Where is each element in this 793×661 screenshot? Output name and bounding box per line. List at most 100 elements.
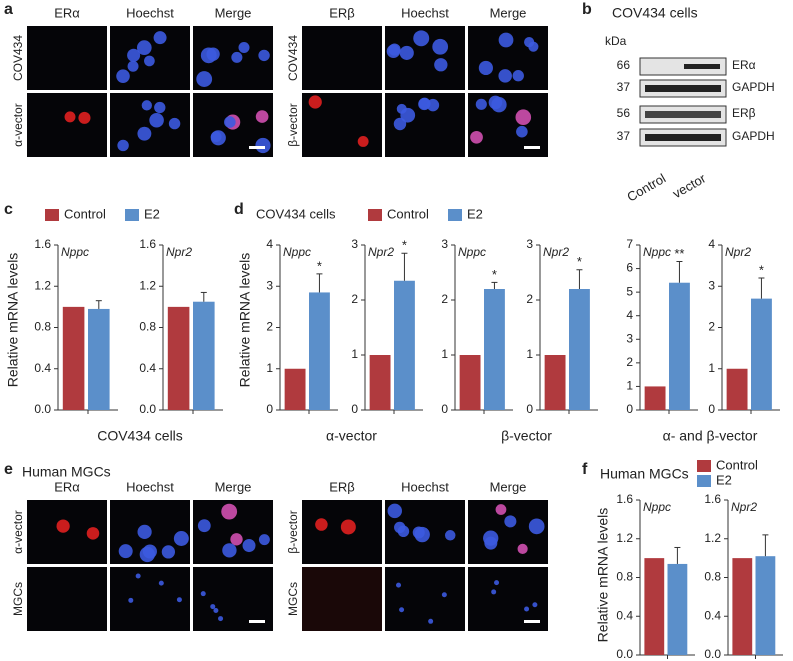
nucleus — [127, 48, 141, 62]
panel-title: Human MGCs — [22, 464, 111, 480]
significance: * — [577, 254, 582, 269]
legend-swatch — [45, 209, 59, 221]
nucleus — [524, 606, 530, 612]
y-tick-label: 3 — [266, 278, 273, 292]
micrograph — [27, 26, 107, 90]
micrograph — [385, 567, 465, 631]
nucleus — [136, 40, 152, 55]
y-tick-label: 1 — [441, 347, 448, 361]
nucleus — [242, 539, 256, 553]
bar — [544, 355, 566, 410]
nucleus — [153, 31, 167, 45]
nucleus — [127, 60, 139, 72]
y-tick-label: 1 — [526, 347, 533, 361]
band-size: 37 — [617, 80, 631, 94]
nucleus — [258, 49, 270, 62]
nucleus — [515, 109, 532, 126]
column-header: Merge — [215, 5, 252, 20]
y-tick-label: 0.8 — [139, 320, 156, 334]
y-tick-label: 1.2 — [139, 278, 156, 292]
nucleus — [357, 136, 369, 147]
band-label: ERα — [732, 58, 756, 72]
y-tick-label: 1 — [266, 361, 273, 375]
band-label: ERβ — [732, 106, 756, 120]
y-tick-label: 1.2 — [34, 278, 51, 292]
bar — [284, 368, 306, 410]
band-label: GAPDH — [732, 129, 775, 143]
column-header: Hoechst — [126, 5, 174, 20]
bar — [644, 558, 665, 655]
gene-label: Npr2 — [731, 500, 757, 514]
y-tick-label: 2 — [266, 320, 273, 334]
nucleus — [399, 45, 414, 60]
scale-bar — [249, 146, 265, 149]
gene-label: Nppc — [283, 245, 311, 259]
bar — [732, 558, 753, 655]
y-tick-label: 0.0 — [616, 647, 633, 661]
nucleus — [441, 592, 447, 598]
nucleus — [116, 69, 130, 83]
y-tick-label: 3 — [708, 278, 715, 292]
y-tick-label: 5 — [626, 284, 633, 298]
y-tick-label: 0 — [626, 402, 633, 416]
y-tick-label: 1.6 — [704, 492, 721, 506]
nucleus — [135, 573, 141, 579]
legend-label: Control — [64, 206, 106, 221]
nucleus — [255, 110, 269, 123]
nucleus — [218, 616, 224, 622]
y-tick-label: 3 — [441, 237, 448, 251]
nucleus — [137, 524, 152, 539]
panel-letter: a — [4, 1, 13, 18]
y-tick-label: 0 — [526, 402, 533, 416]
nucleus — [200, 591, 206, 597]
y-tick-label: 0.4 — [704, 608, 721, 622]
nucleus — [393, 117, 407, 131]
nucleus — [255, 137, 271, 154]
y-tick-label: 0 — [266, 402, 273, 416]
bar — [62, 306, 85, 410]
band — [645, 85, 721, 92]
significance: * — [759, 262, 764, 277]
gene-label: Npr2 — [725, 245, 751, 259]
y-tick-label: 7 — [626, 237, 633, 251]
row-label: MGCs — [11, 582, 25, 616]
y-tick-label: 0.8 — [34, 320, 51, 334]
band — [684, 64, 720, 69]
column-header: ERα — [54, 479, 80, 494]
nucleus — [428, 618, 434, 624]
band-label: GAPDH — [732, 80, 775, 94]
nucleus — [64, 111, 76, 123]
band — [645, 134, 721, 141]
band-size: 37 — [617, 129, 631, 143]
panel-letter: e — [4, 461, 13, 478]
legend-swatch — [697, 460, 711, 472]
y-axis-label: Relative mRNA levels — [5, 253, 21, 388]
bar — [394, 280, 415, 410]
column-header: Hoechst — [401, 5, 449, 20]
nucleus — [432, 38, 449, 55]
nucleus — [488, 95, 503, 110]
nucleus — [394, 521, 406, 534]
gene-label: Nppc — [643, 245, 671, 259]
x-axis-label: β-vector — [501, 428, 552, 444]
nucleus — [128, 597, 134, 603]
legend-swatch — [697, 475, 711, 487]
y-tick-label: 1.6 — [139, 237, 156, 251]
bar — [667, 563, 688, 655]
column-header: Merge — [215, 479, 252, 494]
column-header: Merge — [490, 5, 527, 20]
nucleus — [224, 116, 236, 128]
nucleus — [494, 580, 500, 586]
nucleus — [396, 103, 407, 114]
nucleus — [426, 98, 440, 112]
bar — [459, 355, 481, 410]
nucleus — [213, 608, 219, 614]
panel-letter: f — [582, 461, 588, 478]
micrograph — [302, 500, 382, 564]
nucleus — [56, 519, 70, 533]
significance: * — [492, 267, 497, 282]
nucleus — [176, 597, 182, 603]
nucleus — [149, 113, 164, 128]
panel-title: Human MGCs — [600, 466, 689, 482]
